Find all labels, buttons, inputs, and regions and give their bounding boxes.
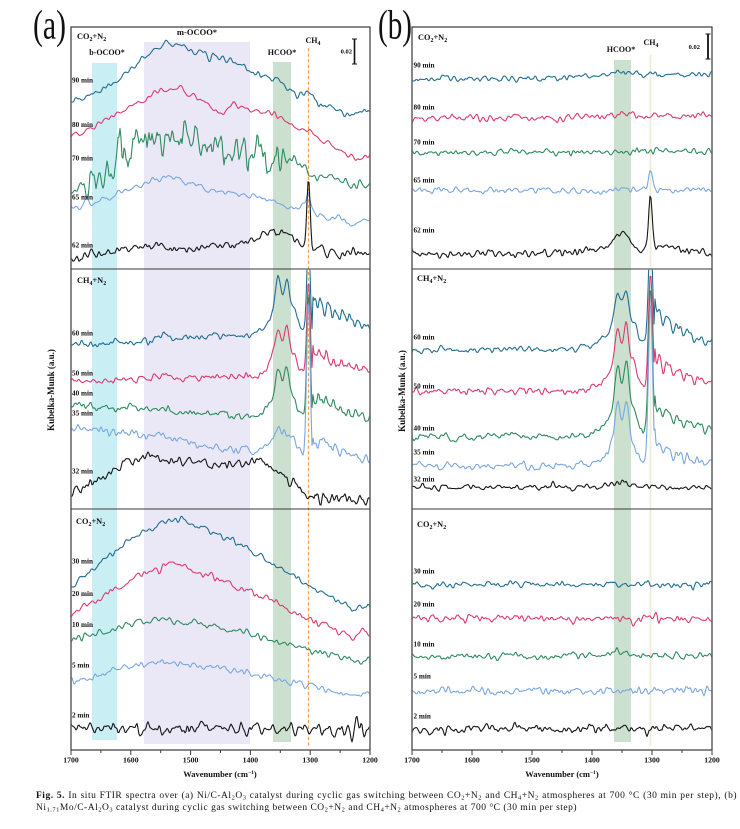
svg-text:1500: 1500	[183, 756, 199, 765]
svg-text:50 min: 50 min	[414, 383, 435, 391]
svg-text:40 min: 40 min	[414, 425, 435, 433]
svg-text:(b): (b)	[378, 2, 412, 48]
svg-text:CO2+N2: CO2+N2	[77, 32, 106, 43]
svg-text:1200: 1200	[362, 756, 378, 765]
svg-text:Wavenumber (cm−1): Wavenumber (cm−1)	[183, 769, 257, 779]
svg-text:70 min: 70 min	[414, 139, 435, 147]
svg-text:50 min: 50 min	[72, 370, 93, 378]
svg-text:0.02: 0.02	[689, 44, 700, 51]
svg-text:70 min: 70 min	[72, 155, 93, 163]
svg-text:1600: 1600	[123, 756, 139, 765]
svg-text:1600: 1600	[464, 756, 480, 765]
svg-text:30 min: 30 min	[72, 558, 93, 566]
svg-text:1200: 1200	[704, 756, 720, 765]
svg-text:(a): (a)	[33, 2, 66, 48]
svg-text:62 min: 62 min	[72, 242, 93, 250]
svg-text:35 min: 35 min	[72, 410, 93, 418]
svg-text:CH4: CH4	[644, 38, 659, 49]
svg-text:HCOO*: HCOO*	[268, 48, 296, 57]
svg-text:CO2+N2: CO2+N2	[76, 517, 105, 528]
svg-text:80 min: 80 min	[72, 121, 93, 129]
svg-text:1700: 1700	[63, 756, 79, 765]
svg-text:20 min: 20 min	[72, 590, 93, 598]
svg-text:20 min: 20 min	[414, 601, 435, 609]
svg-text:b-OCOO*: b-OCOO*	[89, 48, 125, 57]
svg-text:62 min: 62 min	[414, 227, 435, 235]
svg-text:35 min: 35 min	[414, 449, 435, 457]
svg-text:80 min: 80 min	[414, 104, 435, 112]
svg-text:0.02: 0.02	[341, 49, 352, 56]
svg-text:90 min: 90 min	[72, 77, 93, 85]
svg-text:65 min: 65 min	[414, 177, 435, 185]
svg-text:32 min: 32 min	[414, 476, 435, 484]
svg-text:2 min: 2 min	[72, 712, 89, 720]
svg-text:CH4+N2: CH4+N2	[417, 274, 446, 285]
svg-text:60 min: 60 min	[72, 330, 93, 338]
svg-text:1700: 1700	[404, 756, 420, 765]
svg-text:65 min: 65 min	[72, 194, 93, 202]
svg-text:Kubelka-Munk (a.u.): Kubelka-Munk (a.u.)	[46, 349, 56, 431]
svg-text:40 min: 40 min	[72, 390, 93, 398]
svg-text:5 min: 5 min	[414, 673, 431, 681]
svg-text:Wavenumber (cm−1): Wavenumber (cm−1)	[525, 769, 599, 779]
svg-text:32 min: 32 min	[72, 468, 93, 476]
svg-text:CH4: CH4	[306, 36, 321, 47]
svg-text:5 min: 5 min	[72, 662, 89, 670]
svg-text:CH4+N2: CH4+N2	[77, 276, 106, 287]
svg-text:90 min: 90 min	[414, 62, 435, 70]
svg-text:m-OCOO*: m-OCOO*	[177, 27, 217, 37]
svg-text:60 min: 60 min	[414, 334, 435, 342]
svg-text:HCOO*: HCOO*	[607, 45, 635, 54]
svg-text:10 min: 10 min	[72, 621, 93, 629]
svg-text:1300: 1300	[644, 756, 660, 765]
svg-text:10 min: 10 min	[414, 641, 435, 649]
svg-text:1400: 1400	[243, 756, 259, 765]
svg-text:30 min: 30 min	[414, 568, 435, 576]
svg-text:1300: 1300	[302, 756, 318, 765]
svg-text:CO2+N2: CO2+N2	[417, 520, 446, 531]
svg-text:1500: 1500	[524, 756, 540, 765]
svg-text:1400: 1400	[584, 756, 600, 765]
svg-text:2 min: 2 min	[414, 713, 431, 721]
svg-text:CO2+N2: CO2+N2	[418, 33, 447, 44]
svg-text:Kubelka-Munk (a.u.): Kubelka-Munk (a.u.)	[397, 350, 407, 432]
